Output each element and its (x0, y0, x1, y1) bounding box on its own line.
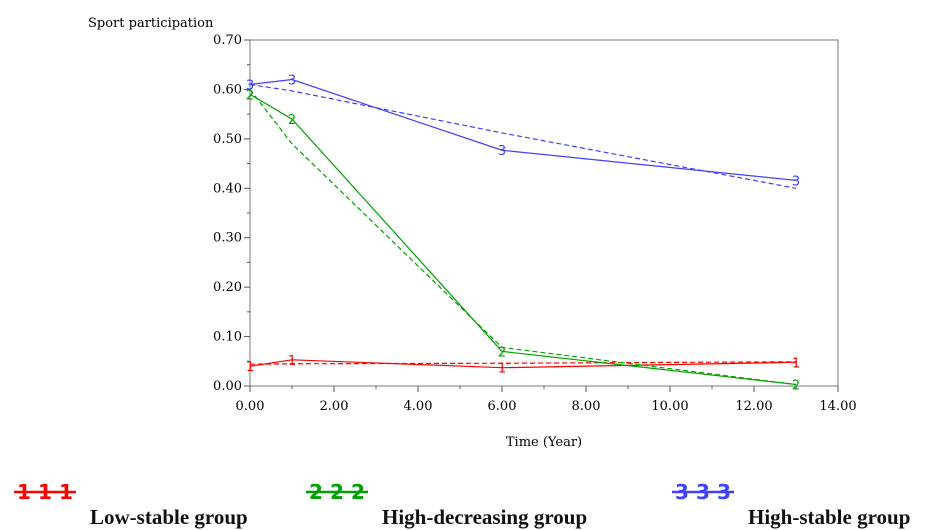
data-point-marker: 1 (288, 354, 296, 369)
legend-item-2: 2 2 2 High-decreasing group (306, 476, 587, 528)
legend-label: Low-stable group (90, 505, 248, 529)
svg-text:1: 1 (38, 480, 52, 504)
y-tick-label: 0.20 (213, 280, 242, 295)
plot-frame (249, 39, 839, 387)
x-tick-label: 12.00 (735, 399, 772, 414)
svg-text:2: 2 (309, 480, 323, 504)
series-3: 3 3 3 3 (246, 74, 800, 190)
legend: 1 1 1 Low-stable group 2 2 2 High-decreasing gr… (0, 470, 946, 530)
svg-text:3: 3 (675, 480, 689, 504)
svg-text:1: 1 (59, 480, 73, 504)
x-tick-label: 8.00 (572, 399, 601, 414)
y-tick-label: 0.40 (213, 181, 242, 196)
series-2: 2 2 2 2 (246, 88, 800, 393)
series-1: 1 1 1 1 (246, 354, 800, 377)
data-point-marker: 1 (498, 362, 506, 377)
data-point-marker: 1 (792, 356, 800, 371)
x-axis-title: Time (Year) (506, 435, 582, 450)
line-chart: Sport participation 0.00 0.10 0.20 0.30 0.40… (88, 16, 857, 450)
x-tick-label: 2.00 (320, 399, 349, 414)
svg-text:3: 3 (696, 480, 710, 504)
x-tick-label: 6.00 (488, 399, 517, 414)
legend-label: High-decreasing group (382, 505, 588, 529)
y-axis-title: Sport participation (88, 16, 214, 31)
legend-label: High-stable group (748, 505, 911, 529)
y-tick-label: 0.30 (213, 231, 242, 246)
x-tick-label: 4.00 (404, 399, 433, 414)
data-point-marker: 2 (792, 379, 800, 394)
svg-text:2: 2 (330, 480, 344, 504)
data-point-marker: 2 (288, 113, 296, 128)
data-point-marker: 2 (498, 345, 506, 360)
y-tick-label: 0.10 (213, 330, 242, 345)
observed-line (249, 93, 797, 386)
observed-line (249, 359, 797, 369)
y-axis: 0.00 0.10 0.20 0.30 0.40 0.50 0.60 0.70 (213, 33, 250, 394)
y-tick-label: 0.50 (213, 132, 242, 147)
y-tick-label: 0.00 (213, 379, 242, 394)
x-tick-label: 0.00 (236, 399, 265, 414)
fitted-line (249, 89, 797, 386)
svg-text:3: 3 (717, 480, 731, 504)
x-tick-label: 10.00 (651, 399, 688, 414)
legend-item-3: 3 3 3 High-stable group (672, 476, 910, 528)
data-point-marker: 2 (246, 88, 254, 103)
svg-text:2: 2 (351, 480, 365, 504)
svg-text:1: 1 (17, 480, 31, 504)
observed-line (249, 78, 797, 181)
data-point-marker: 1 (246, 360, 254, 375)
data-point-marker: 3 (498, 144, 506, 159)
data-point-marker: 3 (246, 78, 254, 93)
y-tick-label: 0.70 (213, 33, 242, 48)
fitted-line (249, 83, 797, 189)
y-tick-label: 0.60 (213, 82, 242, 97)
data-point-marker: 3 (792, 174, 800, 189)
legend-item-1: 1 1 1 Low-stable group (14, 476, 248, 528)
data-point-marker: 3 (288, 74, 296, 89)
x-axis: 0.00 2.00 4.00 6.00 8.00 10.00 12.00 14.00 (236, 386, 857, 414)
x-tick-label: 14.00 (819, 399, 856, 414)
